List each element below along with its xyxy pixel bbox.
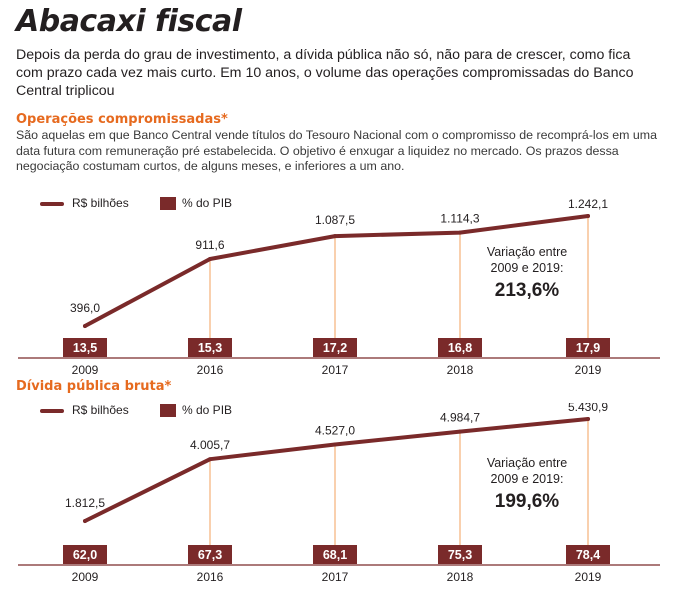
pib-label: 17,9 bbox=[576, 341, 600, 355]
data-point bbox=[83, 324, 87, 328]
data-point bbox=[333, 442, 337, 447]
section-title-star: * bbox=[164, 379, 172, 394]
annotation-text: Variação entre bbox=[487, 456, 567, 470]
section-description: São aquelas em que Banco Central vende t… bbox=[16, 128, 657, 174]
pib-label: 16,8 bbox=[448, 341, 472, 355]
pib-label: 68,1 bbox=[323, 548, 347, 562]
pib-box bbox=[566, 338, 610, 357]
legend-box-swatch bbox=[160, 197, 176, 210]
pib-box bbox=[438, 338, 482, 357]
value-label: 1.812,5 bbox=[65, 496, 105, 510]
pib-label: 17,2 bbox=[323, 341, 347, 355]
x-tick-label: 2016 bbox=[197, 570, 224, 584]
legend-label: R$ bilhões bbox=[72, 196, 129, 210]
pib-box bbox=[188, 338, 232, 357]
pib-box bbox=[313, 545, 357, 564]
pib-label: 13,5 bbox=[73, 341, 97, 355]
data-point bbox=[208, 457, 212, 462]
annotation-value: 213,6% bbox=[495, 280, 560, 301]
data-point bbox=[586, 417, 590, 421]
chart-operacoes-compromissadas: 396,0 911,6 1.087,5 1.114,3 1.242,1 13,5 15,3 1… bbox=[18, 197, 660, 377]
x-tick-label: 2009 bbox=[72, 570, 99, 584]
pib-box bbox=[63, 545, 107, 564]
annotation-text: 2009 e 2019: bbox=[491, 472, 564, 486]
pib-box bbox=[63, 338, 107, 357]
data-point bbox=[458, 230, 462, 235]
data-point bbox=[586, 214, 590, 218]
value-label: 4.527,0 bbox=[315, 423, 355, 437]
legend-label: % do PIB bbox=[182, 403, 233, 417]
pib-box bbox=[188, 545, 232, 564]
x-tick-label: 2018 bbox=[447, 570, 474, 584]
pib-label: 15,3 bbox=[198, 341, 222, 355]
pib-label: 78,4 bbox=[576, 548, 600, 562]
legend-line-swatch bbox=[40, 202, 64, 206]
x-tick-label: 2017 bbox=[322, 570, 349, 584]
chart-divida-publica-bruta: 1.812,5 4.005,7 4.527,0 4.984,7 5.430,9 62,0 6… bbox=[18, 403, 660, 584]
x-tick-label: 2018 bbox=[447, 363, 474, 377]
pib-box bbox=[313, 338, 357, 357]
pib-box bbox=[438, 545, 482, 564]
x-tick-label: 2017 bbox=[322, 363, 349, 377]
data-point bbox=[458, 429, 462, 434]
section-title-text: Operações compromissadas bbox=[16, 112, 221, 127]
annotation-text: 2009 e 2019: bbox=[491, 261, 564, 275]
legend-label: R$ bilhões bbox=[72, 403, 129, 417]
legend-line-swatch bbox=[40, 409, 64, 413]
pib-box bbox=[566, 545, 610, 564]
data-point bbox=[83, 519, 87, 523]
annotation-value: 199,6% bbox=[495, 491, 560, 512]
value-label: 4.984,7 bbox=[440, 411, 480, 425]
pib-label: 67,3 bbox=[198, 548, 222, 562]
value-label: 1.087,5 bbox=[315, 213, 355, 227]
legend-label: % do PIB bbox=[182, 196, 233, 210]
x-tick-label: 2019 bbox=[575, 363, 602, 377]
value-label: 911,6 bbox=[195, 238, 224, 252]
x-tick-label: 2016 bbox=[197, 363, 224, 377]
section-title-text: Dívida pública bruta bbox=[16, 379, 165, 394]
value-label: 4.005,7 bbox=[190, 438, 230, 452]
annotation-text: Variação entre bbox=[487, 245, 567, 259]
pib-label: 62,0 bbox=[73, 548, 97, 562]
value-label: 396,0 bbox=[70, 301, 100, 315]
value-label: 1.242,1 bbox=[568, 197, 608, 211]
value-label: 1.114,3 bbox=[440, 212, 479, 226]
data-point bbox=[333, 234, 337, 239]
data-point bbox=[208, 257, 212, 261]
section-title-star: * bbox=[220, 112, 228, 127]
x-tick-label: 2019 bbox=[575, 570, 602, 584]
legend-box-swatch bbox=[160, 404, 176, 417]
page-title: Abacaxi fiscal bbox=[16, 4, 242, 39]
section-title-divida: Dívida pública bruta* bbox=[16, 379, 171, 394]
pib-label: 75,3 bbox=[448, 548, 472, 562]
page-subtitle: Depois da perda do grau de investimento,… bbox=[16, 47, 634, 99]
value-label: 5.430,9 bbox=[568, 403, 608, 414]
x-tick-label: 2009 bbox=[72, 363, 99, 377]
section-title-operacoes: Operações compromissadas* bbox=[16, 112, 228, 127]
